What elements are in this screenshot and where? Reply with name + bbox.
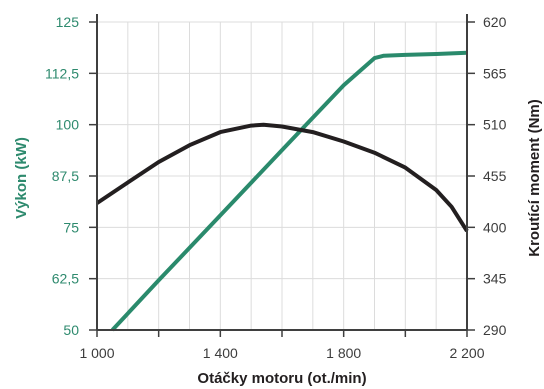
grid (97, 21, 467, 330)
y-right-tick-label: 400 (483, 219, 507, 235)
y-left-tick-label: 87,5 (52, 168, 79, 184)
y-axis-right-title: Kroutící moment (Nm) (526, 99, 543, 257)
x-axis-title: Otáčky motoru (ot./min) (197, 370, 366, 387)
y-right-tick-label: 290 (483, 322, 507, 338)
torque-curve (95, 122, 469, 233)
y-right-tick-label: 565 (483, 65, 507, 81)
y-left-tick-label: 50 (63, 322, 79, 338)
y-right-tick-label: 455 (483, 168, 507, 184)
y-left-tick-label: 125 (56, 14, 80, 30)
y-left-tick-label: 112,5 (45, 65, 79, 81)
y-left-tick-label: 100 (56, 117, 80, 133)
x-tick-label: 2 200 (449, 345, 484, 361)
power-curve (110, 50, 468, 332)
y-axis-left-title: Výkon (kW) (13, 137, 30, 219)
x-tick-label: 1 000 (79, 345, 114, 361)
ticks-layer: 50 62,5 75 87,5 100 112,5 125 290 345 400 455 510 56… (45, 14, 507, 361)
y-right-tick-label: 345 (483, 271, 507, 287)
series-layer (95, 50, 469, 332)
y-left-tick-label: 75 (63, 219, 79, 235)
x-tick-label: 1 800 (326, 345, 361, 361)
x-tick-label: 1 400 (203, 345, 238, 361)
y-right-tick-label: 510 (483, 117, 507, 133)
y-right-tick-label: 620 (483, 14, 507, 30)
y-left-tick-label: 62,5 (52, 271, 79, 287)
